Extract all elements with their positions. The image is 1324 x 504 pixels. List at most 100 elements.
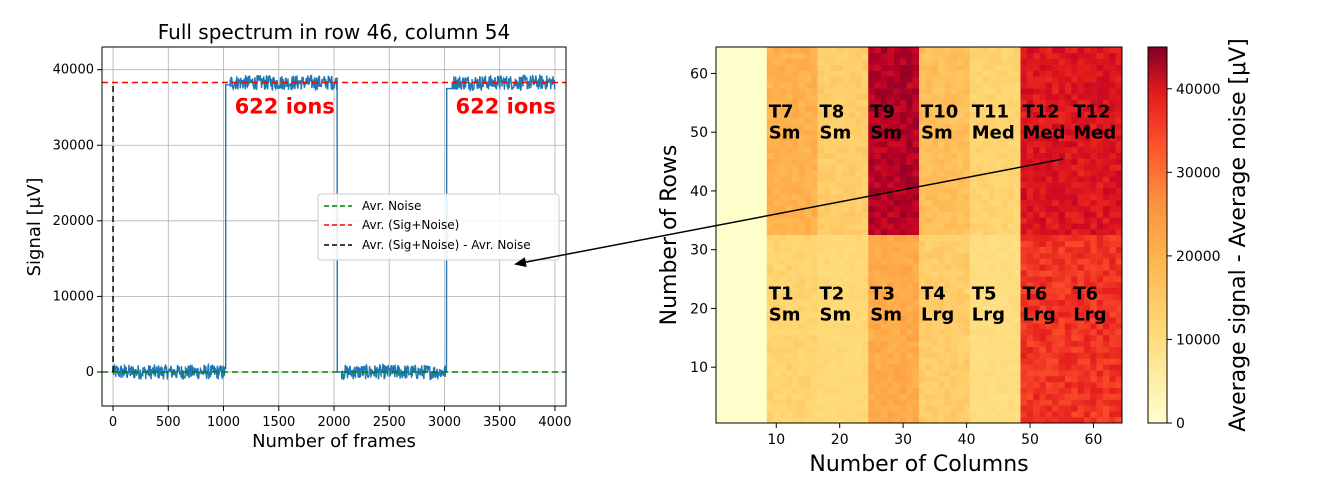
heatmap-cell xyxy=(1039,399,1047,406)
heatmap-cell xyxy=(982,246,990,253)
heatmap-cell xyxy=(880,323,888,330)
heatmap-cell xyxy=(855,152,863,159)
heatmap-cell xyxy=(1102,399,1110,406)
heatmap-cell xyxy=(969,270,977,277)
heatmap-cell xyxy=(735,305,742,312)
heatmap-cell xyxy=(1090,99,1097,107)
heatmap-cell xyxy=(1064,246,1072,253)
heatmap-cell xyxy=(1058,164,1066,171)
heatmap-cell xyxy=(1077,170,1085,177)
heatmap-cell xyxy=(868,47,875,54)
heatmap-cell xyxy=(995,205,1002,212)
heatmap-cell xyxy=(982,223,990,230)
heatmap-cell xyxy=(766,299,774,306)
heatmap-cell xyxy=(963,240,971,248)
heatmap-cell xyxy=(899,299,907,306)
heatmap-cell xyxy=(1001,417,1009,424)
heatmap-cell xyxy=(722,111,729,118)
heatmap-cell xyxy=(722,399,729,406)
heatmap-cell xyxy=(792,229,799,236)
heatmap-cell xyxy=(1083,88,1091,95)
heatmap-cell xyxy=(1102,111,1110,118)
y-tick-label: 60 xyxy=(690,66,708,82)
heatmap-cell xyxy=(1096,70,1104,77)
heatmap-cell xyxy=(969,299,977,306)
heatmap-cell xyxy=(880,88,888,95)
heatmap-cell xyxy=(938,82,945,89)
heatmap-cell xyxy=(804,199,812,206)
heatmap-cell xyxy=(842,329,850,336)
heatmap-cell xyxy=(963,182,971,189)
heatmap-cell xyxy=(811,217,818,224)
heatmap-cell xyxy=(722,311,729,318)
heatmap-cell xyxy=(1096,235,1104,242)
heatmap-cell xyxy=(906,293,913,300)
heatmap-cell xyxy=(938,229,945,236)
heatmap-cell xyxy=(1039,293,1047,300)
heatmap-cell xyxy=(1115,217,1123,224)
heatmap-cell xyxy=(785,47,793,54)
heatmap-cell xyxy=(995,323,1002,330)
heatmap-cell xyxy=(811,387,818,394)
heatmap-cell xyxy=(760,240,768,248)
heatmap-cell xyxy=(982,152,990,159)
heatmap-cell xyxy=(957,193,964,201)
heatmap-cell xyxy=(1077,311,1085,318)
heatmap-cell xyxy=(1096,158,1104,165)
heatmap-cell xyxy=(836,270,844,277)
heatmap-cell xyxy=(849,387,856,394)
heatmap-cell xyxy=(830,64,837,71)
heatmap-cell xyxy=(906,258,913,265)
heatmap-cell xyxy=(1102,299,1110,306)
heatmap-cell xyxy=(804,405,812,412)
heatmap-cell xyxy=(963,176,971,183)
heatmap-cell xyxy=(849,141,856,148)
heatmap-cell xyxy=(1020,146,1028,154)
heatmap-cell xyxy=(963,317,971,324)
colorbar-tick-label: 0 xyxy=(1176,416,1185,432)
heatmap-cell xyxy=(1064,105,1072,112)
heatmap-cell xyxy=(1071,99,1078,107)
heatmap-cell xyxy=(1033,123,1040,130)
heatmap-cell xyxy=(779,129,787,136)
heatmap-cell xyxy=(1052,70,1059,77)
signal-trace xyxy=(112,74,556,381)
heatmap-cell xyxy=(874,52,882,60)
heatmap-cell xyxy=(741,264,749,271)
heatmap-cell xyxy=(855,188,863,195)
heatmap-cell xyxy=(785,282,793,289)
heatmap-cell xyxy=(950,246,958,253)
heatmap-cell xyxy=(874,387,882,394)
heatmap-cell xyxy=(887,387,894,394)
heatmap-cell xyxy=(1071,411,1078,418)
heatmap-cell xyxy=(982,399,990,406)
heatmap-cell xyxy=(1109,299,1116,306)
heatmap-cell xyxy=(1033,252,1040,259)
heatmap-cell xyxy=(887,182,894,189)
heatmap-cell xyxy=(938,399,945,406)
heatmap-cell xyxy=(754,188,761,195)
heatmap-cell xyxy=(842,176,850,183)
heatmap-cell xyxy=(1020,311,1028,318)
heatmap-cell xyxy=(1052,146,1059,154)
heatmap-cell xyxy=(811,58,818,65)
heatmap-cell xyxy=(728,76,736,83)
heatmap-cell xyxy=(887,82,894,89)
heatmap-cell xyxy=(1058,76,1066,83)
heatmap-cell xyxy=(950,76,958,83)
heatmap-cell xyxy=(817,311,825,318)
heatmap-cell xyxy=(798,252,806,259)
heatmap-cell xyxy=(804,105,812,112)
heatmap-cell xyxy=(887,358,894,365)
heatmap-cell xyxy=(931,47,939,54)
heatmap-cell xyxy=(919,182,926,189)
heatmap-cell xyxy=(995,411,1002,418)
heatmap-cell xyxy=(1014,182,1021,189)
heatmap-cell xyxy=(950,193,958,201)
heatmap-cell xyxy=(995,229,1002,236)
heatmap-cell xyxy=(893,287,901,295)
heatmap-cell xyxy=(950,123,958,130)
heatmap-cell xyxy=(773,129,780,136)
heatmap-cell xyxy=(861,393,869,400)
heatmap-cell xyxy=(804,129,812,136)
